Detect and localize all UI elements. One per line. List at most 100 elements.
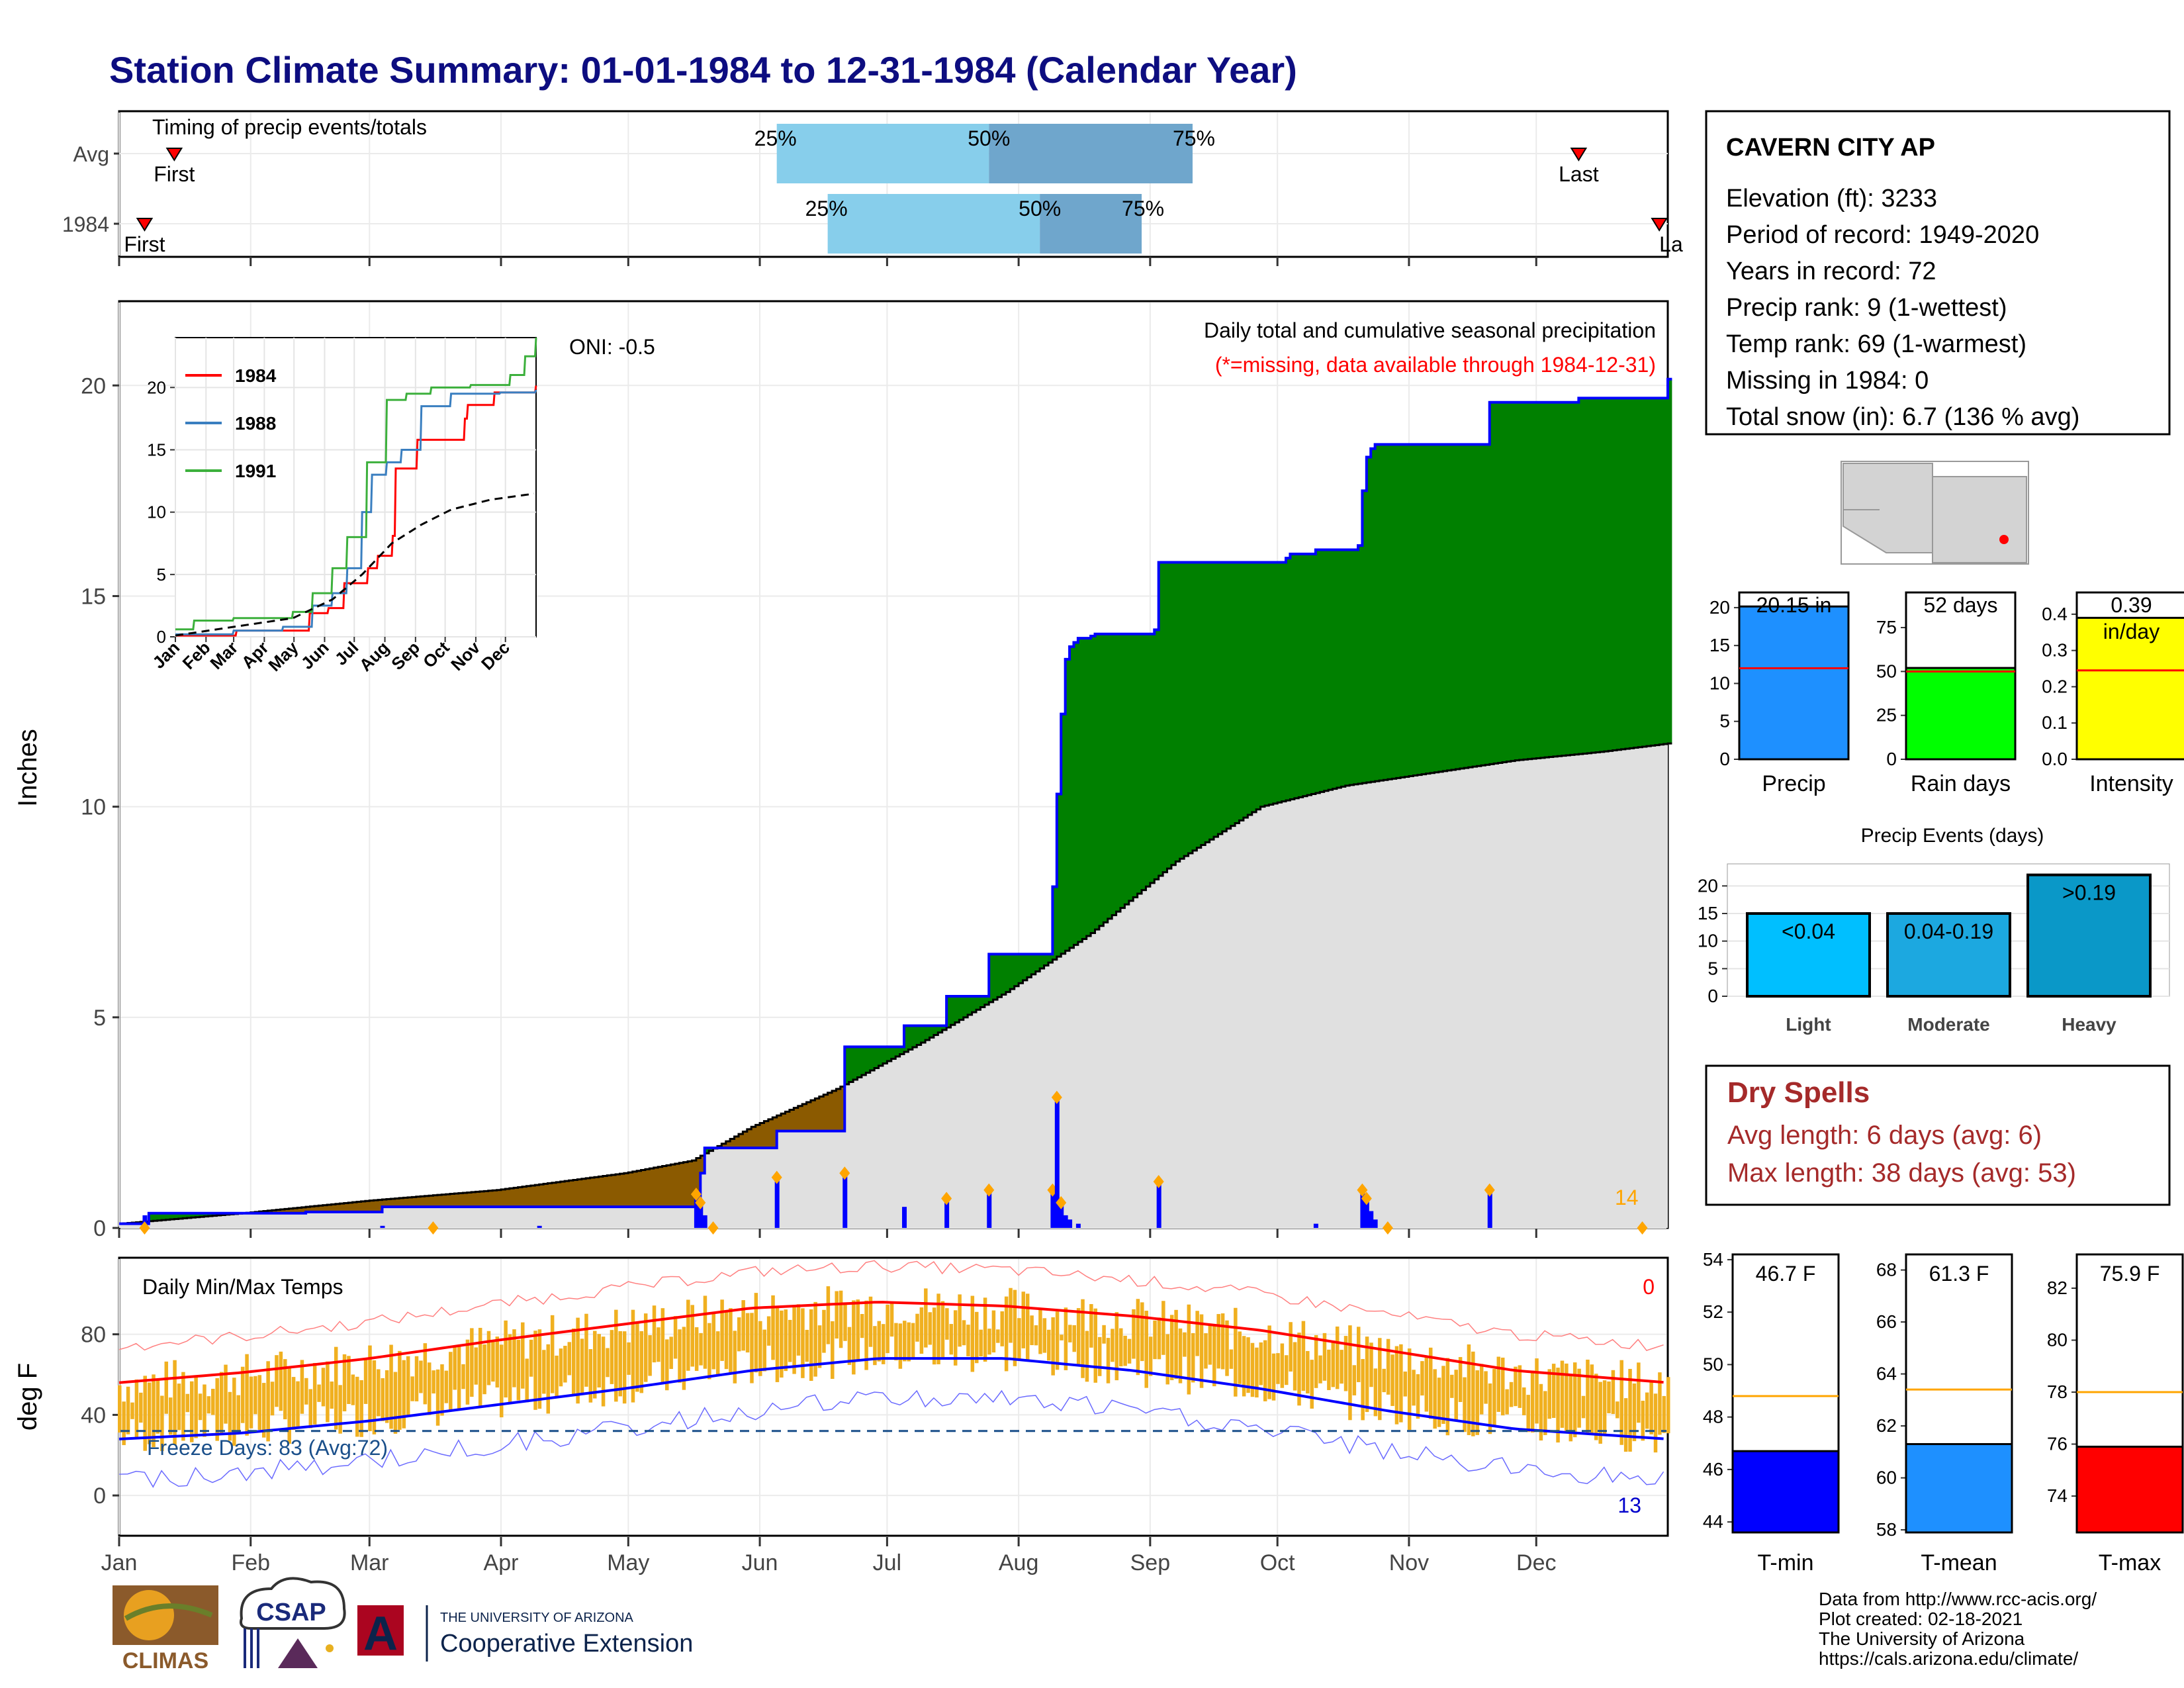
daily-temp-range-bar xyxy=(1666,1377,1670,1434)
daily-temp-range-bar xyxy=(393,1372,398,1434)
daily-precip-bar xyxy=(1068,1219,1073,1228)
daily-temp-range-bar xyxy=(249,1376,253,1429)
daily-temp-range-bar xyxy=(1496,1356,1501,1412)
daily-temp-range-bar xyxy=(1004,1296,1009,1372)
daily-temp-range-bar xyxy=(953,1310,958,1366)
precip-events-title: Precip Events (days) xyxy=(1861,825,2044,847)
summary-tick-label: 0.3 xyxy=(2042,640,2068,661)
daily-temp-range-bar xyxy=(754,1293,758,1373)
daily-temp-range-bar xyxy=(601,1336,606,1407)
daily-temp-range-bar xyxy=(1514,1366,1518,1407)
daily-temp-range-bar xyxy=(381,1378,385,1421)
station-location-marker xyxy=(1999,535,2009,544)
daily-precip-marker xyxy=(1361,1192,1372,1205)
daily-temp-range-bar xyxy=(881,1324,886,1364)
daily-precip-bar xyxy=(842,1173,848,1228)
summary-tick-label: 0.1 xyxy=(2042,712,2068,733)
daily-temp-range-bar xyxy=(266,1361,270,1442)
month-label: Jan xyxy=(101,1550,138,1575)
summary-bar-unit: in/day xyxy=(2103,620,2160,643)
daily-temp-range-bar xyxy=(1386,1338,1390,1395)
daily-temp-range-bar xyxy=(363,1359,368,1404)
credit-line: The University of Arizona xyxy=(1819,1628,2025,1649)
daily-temp-range-bar xyxy=(1399,1344,1403,1423)
daily-temp-range-bar xyxy=(856,1299,860,1362)
daily-temp-range-bar xyxy=(1161,1301,1165,1355)
daily-precip-bar xyxy=(1313,1223,1318,1228)
daily-temp-range-bar xyxy=(1331,1340,1336,1387)
normal-max-line xyxy=(118,1301,1664,1384)
daily-temp-range-bar xyxy=(206,1396,211,1414)
daily-temp-range-bar xyxy=(287,1367,291,1444)
daily-temp-range-bar xyxy=(194,1376,198,1438)
daily-temp-range-bar xyxy=(690,1305,694,1367)
daily-temp-range-bar xyxy=(1602,1380,1607,1434)
daily-temp-range-bar xyxy=(224,1364,228,1424)
daily-temp-range-bar xyxy=(181,1372,185,1441)
daily-temp-range-bar xyxy=(1310,1360,1314,1409)
timing-p75-label: 75% xyxy=(1173,126,1215,150)
daily-temp-range-bar xyxy=(983,1297,987,1362)
surplus-area xyxy=(844,379,1672,1084)
daily-temp-range-bar xyxy=(873,1326,877,1366)
inset-tick-label: 5 xyxy=(157,565,166,585)
daily-temp-range-bar xyxy=(1343,1336,1348,1391)
events-tick-label: 15 xyxy=(1698,903,1718,923)
timing-bar-50-75 xyxy=(1040,194,1142,254)
temperature-bars: 44 46 48 50 52 54 46.7 F T-min 58 60 62 64 66 68 61.3 … xyxy=(1703,1249,2184,1575)
month-label: Apr xyxy=(484,1550,519,1575)
daily-temp-range-bar xyxy=(576,1317,580,1404)
daily-temp-range-bar xyxy=(1458,1357,1463,1402)
daily-temp-range-bar xyxy=(940,1301,945,1358)
daily-temp-range-bar xyxy=(406,1356,410,1416)
daily-temp-range-bar xyxy=(279,1351,283,1411)
daily-temp-range-bar xyxy=(236,1395,241,1433)
temp-bar-value: 61.3 F xyxy=(1929,1262,1989,1286)
daily-temp-range-bar xyxy=(550,1315,555,1393)
daily-precip-marker xyxy=(941,1192,952,1205)
daily-temp-range-bar xyxy=(1547,1369,1551,1419)
daily-temp-range-bar xyxy=(1361,1359,1365,1421)
daily-temp-range-bar xyxy=(991,1310,996,1353)
daily-temp-range-bar xyxy=(1615,1401,1619,1419)
timing-row-label: Avg xyxy=(73,142,109,166)
daily-temp-range-bar xyxy=(1195,1311,1199,1356)
daily-temp-range-bar xyxy=(1484,1371,1488,1404)
daily-temp-range-bar xyxy=(474,1347,478,1385)
daily-temp-range-bar xyxy=(563,1346,567,1383)
daily-temp-range-bar xyxy=(1590,1364,1594,1433)
daily-temp-range-bar xyxy=(669,1336,673,1370)
daily-temp-range-bar xyxy=(1318,1355,1322,1383)
temp-bar-tick-label: 82 xyxy=(2047,1278,2068,1298)
temp-bar-tick-label: 44 xyxy=(1703,1511,1723,1532)
daily-temp-range-bar xyxy=(1416,1374,1420,1419)
daily-precip-bar xyxy=(1063,1215,1068,1228)
daily-temp-range-bar xyxy=(321,1368,326,1407)
missing-note: (*=missing, data available through 1984-… xyxy=(1215,353,1656,377)
month-label: Mar xyxy=(350,1550,389,1575)
daily-temp-range-bar xyxy=(1645,1392,1649,1429)
cold-days-count: 13 xyxy=(1617,1493,1641,1517)
last-event-label: La xyxy=(1659,232,1683,256)
daily-temp-range-bar xyxy=(1322,1333,1327,1381)
temp-bar-tick-label: 62 xyxy=(1876,1415,1897,1436)
daily-temp-range-bar xyxy=(189,1381,194,1442)
daily-temp-range-bar xyxy=(410,1376,414,1401)
daily-temp-range-bar xyxy=(792,1305,796,1374)
normal-cumulative-line xyxy=(119,742,1672,1225)
daily-temp-range-bar xyxy=(627,1342,631,1375)
daily-temp-range-bar xyxy=(1607,1381,1611,1413)
inset-tick-label: 15 xyxy=(147,440,166,460)
daily-temp-range-bar xyxy=(1081,1299,1085,1378)
daily-temp-range-bar xyxy=(1556,1368,1560,1443)
station-detail-line: Temp rank: 69 (1-warmest) xyxy=(1726,330,2026,358)
temp-panel-label: Daily Min/Max Temps xyxy=(142,1275,343,1299)
svg-text:CSAP: CSAP xyxy=(256,1599,326,1626)
deficit-area xyxy=(717,1086,845,1149)
daily-temp-range-bar xyxy=(491,1341,495,1382)
station-detail-line: Total snow (in): 6.7 (136 % avg) xyxy=(1726,403,2079,431)
daily-temp-range-bar xyxy=(245,1354,249,1436)
daily-temp-range-bar xyxy=(1369,1342,1373,1387)
temp-bar-tick-label: 48 xyxy=(1703,1407,1723,1427)
daily-temp-range-bar xyxy=(1276,1353,1280,1384)
